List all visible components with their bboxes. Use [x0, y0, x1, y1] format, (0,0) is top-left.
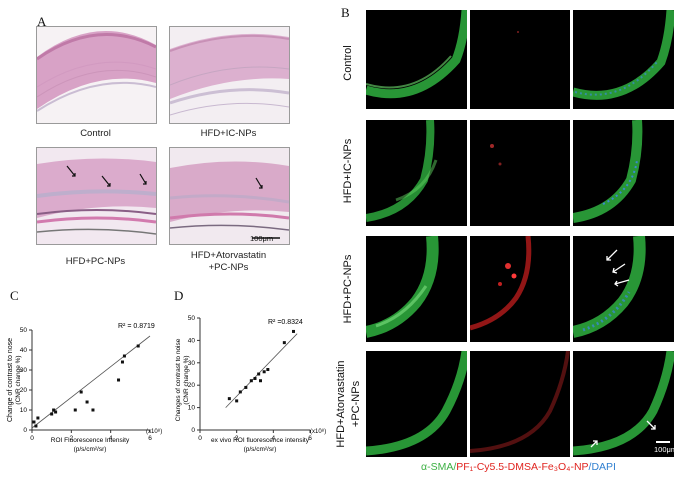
fluor-hfd-atorvastatin-merge [573, 351, 674, 457]
chart-d-data-point [235, 399, 239, 403]
chart-c-xlabel-1: ROI Fluorescence Intensity [51, 437, 130, 444]
chart-d-data-point [259, 379, 262, 383]
row-label-hfd-pc-nps: HFD+PC-NPs [342, 254, 354, 324]
fluor-hfd-ic-nps-red [470, 120, 570, 226]
chart-c-data-point [85, 400, 89, 404]
chart-c-y-tick-label: 50 [20, 327, 28, 334]
chart-c-data-point [34, 424, 38, 428]
chart-c-data-point [32, 420, 36, 424]
chart-c-r2: R² = 0.8719 [118, 323, 155, 330]
chart-c-xlabel-2: (p/s/cm²/sr) [74, 446, 107, 453]
chart-d-data-point [266, 368, 270, 372]
histology-hfd-ic-nps-image [169, 26, 290, 124]
legend-green-text: α-SMA/ [421, 461, 457, 473]
fluor-control-green [366, 10, 467, 109]
panel-a-label: A [37, 14, 47, 29]
row-label-pc-nps: +PC-NPs [350, 380, 362, 428]
chart-d-data-point [262, 370, 266, 374]
caption-hfd-atorvastatin: HFD+Atorvastatin [190, 250, 267, 261]
chart-d-data-point [282, 341, 286, 345]
histology-hfd-atorvastatin-image [169, 147, 290, 245]
row-label-hfd-atorvastatin: HFD+Atorvastatin [335, 360, 347, 448]
scatter-chart-d: Changes of contrast to noise (CNR change… [175, 315, 326, 453]
chart-c-x-tick-label: 0 [30, 435, 34, 442]
chart-c-x-tick-label: 4 [109, 435, 113, 442]
chart-d-x-exponent: (x10⁸) [310, 428, 326, 435]
histology-scale-bar-label: 100μm [250, 234, 274, 243]
chart-d-x-tick-label: 0 [198, 435, 202, 442]
scatter-chart-c: Change of contrast to nose (CNR change %… [7, 323, 162, 453]
chart-c-data-point [136, 344, 140, 348]
chart-d-y-tick-label: 40 [188, 337, 196, 344]
legend-red-text: PF₁-Cy5.5-DMSA-Fe₃O₄-NP [456, 461, 589, 473]
chart-d-data-point [253, 376, 257, 380]
chart-c-data-point [50, 412, 54, 416]
chart-c-x-tick-label: 6 [148, 435, 152, 442]
histology-hfd-pc-nps-image [36, 147, 157, 245]
fluor-hfd-pc-nps-green [366, 236, 467, 342]
chart-c-data-point [36, 416, 40, 420]
panel-d-label: D [174, 288, 184, 303]
chart-d-data-point [292, 329, 295, 333]
chart-d-ylabel-2: (CNR change %) [183, 355, 190, 404]
stain-legend: α-SMA/PF₁-Cy5.5-DMSA-Fe₃O₄-NP/DAPI [421, 461, 616, 473]
chart-c-ylabel-1: Change of contrast to nose [7, 338, 14, 422]
chart-d-x-tick-label: 4 [272, 435, 276, 442]
fluor-hfd-ic-nps-merge [573, 120, 674, 226]
chart-d-y-tick-label: 20 [188, 382, 196, 389]
fluor-hfd-atorvastatin-green [366, 351, 467, 457]
fluor-hfd-atorvastatin-red [470, 351, 570, 457]
fluor-hfd-pc-nps-merge [573, 236, 674, 342]
chart-c-data-point [73, 408, 77, 412]
row-label-control: Control [342, 45, 354, 81]
caption-control: Control [80, 128, 111, 139]
fluor-hfd-pc-nps-red [470, 236, 570, 342]
chart-c-y-tick-label: 10 [20, 407, 28, 414]
caption-hfd-ic-nps: HFD+IC-NPs [200, 128, 257, 139]
chart-c-data-point [54, 410, 58, 414]
chart-d-ylabel-1: Changes of contrast to noise [175, 338, 182, 421]
chart-d-y-tick-label: 0 [191, 427, 195, 434]
caption-pc-nps: +PC-NPs [208, 262, 249, 273]
chart-c-ylabel-2: (CNR change %) [15, 355, 22, 404]
fluor-control-red [470, 10, 570, 109]
chart-c-data-point [91, 408, 95, 412]
chart-c-y-tick-label: 30 [20, 367, 28, 374]
fluor-scale-bar-label: 100μm [654, 445, 678, 454]
chart-d-xlabel-1: ex vivo ROI fluorescence intensity [211, 437, 310, 444]
chart-c-data-point [79, 390, 83, 394]
chart-c-x-tick-label: 2 [70, 435, 74, 442]
chart-d-data-point [244, 385, 248, 389]
chart-d-data-point [257, 372, 261, 376]
chart-c-y-tick-label: 40 [20, 347, 28, 354]
chart-d-y-tick-label: 50 [188, 315, 196, 322]
fluor-hfd-ic-nps-green [366, 120, 467, 226]
chart-d-x-tick-label: 6 [308, 435, 312, 442]
chart-c-y-tick-label: 20 [20, 387, 28, 394]
chart-d-y-tick-label: 10 [188, 405, 196, 412]
legend-blue-text: /DAPI [588, 461, 616, 473]
chart-d-data-point [238, 390, 242, 394]
chart-d-xlabel-2: (p/s/cm²/sr) [244, 446, 277, 453]
chart-c-data-point [122, 354, 126, 358]
chart-d-data-point [249, 379, 253, 383]
chart-c-x-exponent: (x10⁸) [146, 428, 162, 435]
fluor-control-merge [573, 10, 674, 109]
caption-hfd-pc-nps: HFD+PC-NPs [65, 256, 126, 267]
chart-d-data-point [227, 397, 231, 401]
fluor-scale-bar [656, 441, 670, 443]
panel-c-label: C [10, 288, 19, 303]
chart-c-data-point [120, 360, 124, 364]
chart-d-y-tick-label: 30 [188, 360, 196, 367]
chart-c-y-tick-label: 0 [23, 427, 27, 434]
panel-b-label: B [341, 5, 350, 20]
chart-c-data-point [52, 408, 56, 412]
histology-control-image [36, 26, 157, 124]
chart-c-data-point [117, 378, 121, 382]
chart-d-x-tick-label: 2 [235, 435, 239, 442]
chart-c-fit-line [31, 335, 151, 429]
chart-d-r2: R² =0.8324 [268, 319, 303, 326]
chart-d-fit-line [225, 333, 298, 408]
row-label-hfd-ic-nps: HFD+IC-NPs [342, 138, 354, 204]
